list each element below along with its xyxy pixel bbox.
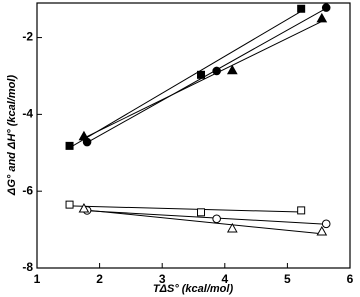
x-tick-label: 6 (347, 272, 354, 286)
point (197, 208, 206, 217)
fit-line (86, 7, 327, 144)
fit-line (83, 209, 322, 235)
y-axis-label: ΔG° and ΔH° (kcal/mol) (6, 75, 18, 196)
x-tick-label: 3 (159, 272, 166, 286)
fit-line (83, 20, 323, 139)
x-tick-label: 2 (96, 272, 103, 286)
point (316, 12, 328, 23)
y-tick-label: -8 (22, 260, 33, 274)
fit-line (69, 205, 302, 213)
point (316, 225, 328, 236)
point (65, 141, 74, 150)
y-tick-label: -6 (22, 183, 33, 197)
point (226, 222, 238, 233)
plot-frame (36, 2, 351, 269)
x-tick-label: 5 (284, 272, 291, 286)
point (226, 64, 238, 75)
point (297, 4, 306, 13)
fit-line (87, 210, 327, 225)
point (78, 130, 90, 141)
x-axis-label: TΔS° (kcal/mol) (153, 283, 234, 295)
fit-line (69, 10, 302, 149)
point (212, 66, 221, 76)
x-tick-label: 1 (34, 272, 41, 286)
point (197, 70, 206, 79)
point (212, 214, 221, 224)
point (321, 219, 331, 229)
point (321, 3, 331, 12)
y-tick-label: -4 (22, 107, 33, 121)
point (65, 200, 74, 209)
y-tick-label: -2 (22, 30, 33, 44)
x-tick-label: 4 (221, 272, 228, 286)
point (297, 206, 306, 215)
point (78, 202, 90, 213)
